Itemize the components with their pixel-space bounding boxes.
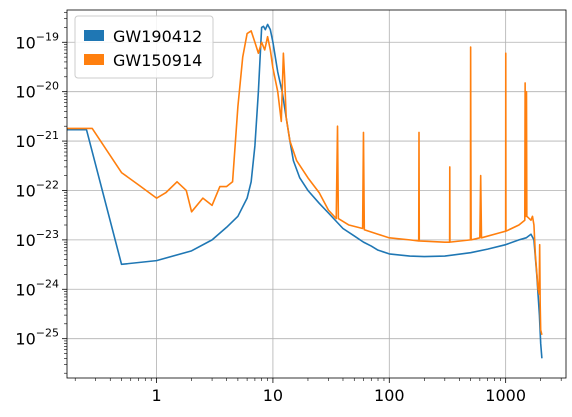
y-tick-label: 10−20: [15, 80, 59, 102]
x-tick-label: 1: [151, 386, 161, 405]
x-axis: 1 10 100 1000: [74, 378, 562, 405]
legend-label: GW190412: [113, 27, 202, 46]
legend-label: GW150914: [113, 51, 202, 70]
x-tick-label: 1000: [485, 386, 526, 405]
series-lines: [67, 23, 543, 359]
y-tick-label: 10−22: [15, 178, 59, 200]
legend-box: [74, 15, 214, 79]
legend-swatch: [84, 30, 104, 41]
y-tick-label: 10−19: [15, 30, 59, 52]
series-line-gw150914: [67, 30, 543, 335]
y-tick-label: 10−21: [15, 129, 59, 151]
x-tick-label: 10: [263, 386, 283, 405]
x-tick-label: 100: [374, 386, 405, 405]
y-tick-label: 10−24: [15, 277, 59, 299]
legend: GW190412 GW150914: [74, 15, 214, 79]
y-tick-label: 10−25: [15, 327, 59, 349]
y-axis: 10−25 10−24 10−23 10−22 10−21 10−20 10−19: [15, 12, 67, 374]
y-tick-label: 10−23: [15, 228, 59, 250]
series-line-gw190412: [67, 23, 543, 359]
plot-frame: [66, 9, 567, 379]
legend-swatch: [84, 54, 104, 65]
